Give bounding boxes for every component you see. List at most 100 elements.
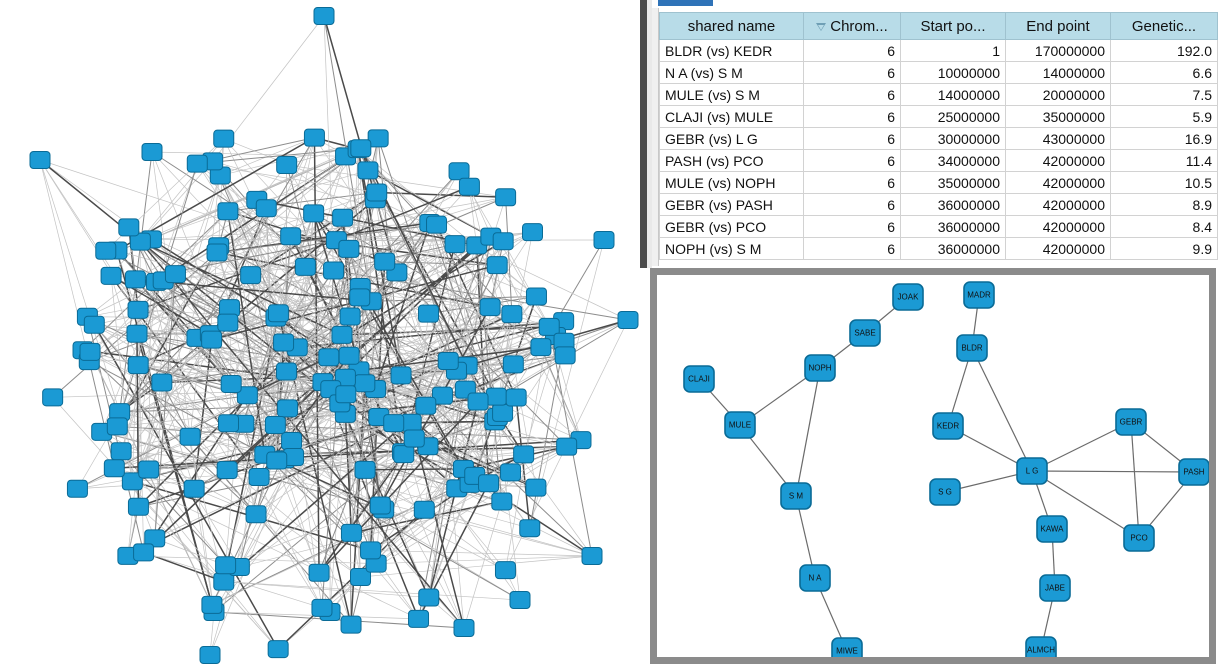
- node-shape[interactable]: [281, 431, 303, 450]
- cell-start_point[interactable]: 36000000: [900, 193, 1006, 216]
- cell-start_point[interactable]: 34000000: [900, 149, 1006, 172]
- main-node[interactable]: [133, 543, 155, 562]
- main-edge[interactable]: [140, 240, 343, 336]
- main-edge[interactable]: [475, 245, 490, 484]
- column-header-shared-name[interactable]: shared name: [659, 12, 804, 40]
- main-node[interactable]: [215, 556, 237, 575]
- main-node[interactable]: [183, 479, 205, 498]
- node-shape[interactable]: [581, 547, 603, 565]
- main-node[interactable]: [240, 266, 262, 285]
- main-edge[interactable]: [375, 199, 443, 396]
- main-node[interactable]: [106, 417, 128, 436]
- main-edge[interactable]: [264, 342, 284, 455]
- node-shape[interactable]: [525, 287, 547, 306]
- node-shape[interactable]: [83, 315, 105, 334]
- node-shape[interactable]: [1025, 636, 1057, 657]
- node-shape[interactable]: [199, 646, 221, 664]
- node-shape[interactable]: [280, 227, 302, 246]
- main-node[interactable]: [313, 7, 335, 25]
- node-shape[interactable]: [831, 637, 863, 657]
- node-shape[interactable]: [390, 366, 412, 385]
- cell-end_point[interactable]: 35000000: [1005, 105, 1111, 128]
- cell-start_point[interactable]: 30000000: [900, 127, 1006, 150]
- main-node[interactable]: [127, 356, 149, 375]
- main-node[interactable]: [294, 257, 316, 276]
- node-shape[interactable]: [313, 7, 335, 25]
- main-node[interactable]: [280, 227, 302, 246]
- main-edge[interactable]: [428, 245, 478, 598]
- table-body[interactable]: BLDR (vs) KEDR 6 1 170000000 192.0 N A (vs) S…: [659, 39, 1218, 260]
- main-edge[interactable]: [127, 555, 377, 564]
- cell-shared_name[interactable]: N A (vs) S M: [659, 61, 804, 84]
- main-node[interactable]: [186, 154, 208, 173]
- main-node[interactable]: [331, 325, 353, 344]
- main-node[interactable]: [354, 460, 376, 479]
- main-edge[interactable]: [264, 454, 377, 564]
- node-shape[interactable]: [963, 281, 995, 309]
- node-shape[interactable]: [339, 307, 361, 326]
- main-edge[interactable]: [278, 137, 315, 314]
- node-MULE[interactable]: MULE: [724, 411, 756, 439]
- main-node[interactable]: [383, 414, 405, 433]
- main-node[interactable]: [236, 386, 258, 405]
- main-node[interactable]: [29, 151, 51, 169]
- main-node[interactable]: [264, 416, 286, 435]
- main-node[interactable]: [357, 161, 379, 180]
- node-SM[interactable]: S M: [780, 482, 812, 510]
- node-shape[interactable]: [479, 298, 501, 317]
- cell-chromosome[interactable]: 6: [803, 83, 901, 106]
- node-NA[interactable]: N A: [799, 564, 831, 592]
- main-edge[interactable]: [136, 333, 266, 455]
- main-edge[interactable]: [190, 436, 265, 456]
- main-node[interactable]: [201, 330, 223, 349]
- node-shape[interactable]: [338, 346, 360, 365]
- cell-chromosome[interactable]: 6: [803, 39, 901, 62]
- main-edge[interactable]: [323, 15, 334, 271]
- node-shape[interactable]: [303, 204, 325, 223]
- node-shape[interactable]: [236, 386, 258, 405]
- main-node[interactable]: [308, 563, 330, 582]
- node-shape[interactable]: [369, 496, 391, 515]
- cell-end_point[interactable]: 42000000: [1005, 171, 1111, 194]
- main-edge[interactable]: [154, 382, 163, 539]
- node-shape[interactable]: [183, 479, 205, 498]
- node-CLAJI[interactable]: CLAJI: [683, 365, 715, 393]
- node-shape[interactable]: [393, 445, 415, 464]
- node-shape[interactable]: [554, 346, 576, 365]
- cell-shared_name[interactable]: PASH (vs) PCO: [659, 149, 804, 172]
- table-row[interactable]: GEBR (vs) PCO 6 36000000 42000000 8.4: [659, 215, 1218, 238]
- subnetwork-canvas[interactable]: CLAJI MULE NOPH SABE JOAK S M N A MIWE MADR BLDR K…: [650, 268, 1216, 664]
- main-node[interactable]: [513, 445, 535, 464]
- node-shape[interactable]: [525, 478, 547, 497]
- cell-genetic[interactable]: 9.9: [1110, 237, 1218, 260]
- node-shape[interactable]: [804, 354, 836, 382]
- main-edge[interactable]: [77, 476, 260, 490]
- node-SG[interactable]: S G: [929, 478, 961, 506]
- main-edge[interactable]: [119, 411, 361, 578]
- node-SABE[interactable]: SABE: [849, 319, 881, 347]
- main-edge[interactable]: [161, 175, 221, 383]
- main-node[interactable]: [413, 500, 435, 519]
- node-shape[interactable]: [1039, 574, 1071, 602]
- node-shape[interactable]: [354, 460, 376, 479]
- cell-genetic[interactable]: 6.6: [1110, 61, 1218, 84]
- main-edge[interactable]: [239, 501, 502, 568]
- table-row[interactable]: MULE (vs) S M 6 14000000 20000000 7.5: [659, 83, 1218, 106]
- node-shape[interactable]: [217, 313, 239, 332]
- main-node[interactable]: [267, 304, 289, 323]
- node-shape[interactable]: [121, 472, 143, 491]
- node-shape[interactable]: [332, 208, 354, 227]
- main-node[interactable]: [339, 307, 361, 326]
- cell-shared_name[interactable]: CLAJI (vs) MULE: [659, 105, 804, 128]
- node-ALMCH[interactable]: ALMCH: [1025, 636, 1057, 657]
- main-node[interactable]: [42, 388, 64, 407]
- table-row[interactable]: NOPH (vs) S M 6 36000000 42000000 9.9: [659, 237, 1218, 260]
- main-node[interactable]: [332, 208, 354, 227]
- main-node[interactable]: [509, 591, 531, 609]
- node-shape[interactable]: [273, 333, 295, 352]
- main-edge[interactable]: [345, 394, 361, 578]
- edge-LG-PCO[interactable]: [1031, 470, 1140, 539]
- node-KAWA[interactable]: KAWA: [1036, 515, 1068, 543]
- node-shape[interactable]: [374, 252, 396, 271]
- subnetwork-svg[interactable]: CLAJI MULE NOPH SABE JOAK S M N A MIWE MADR BLDR K…: [657, 275, 1209, 657]
